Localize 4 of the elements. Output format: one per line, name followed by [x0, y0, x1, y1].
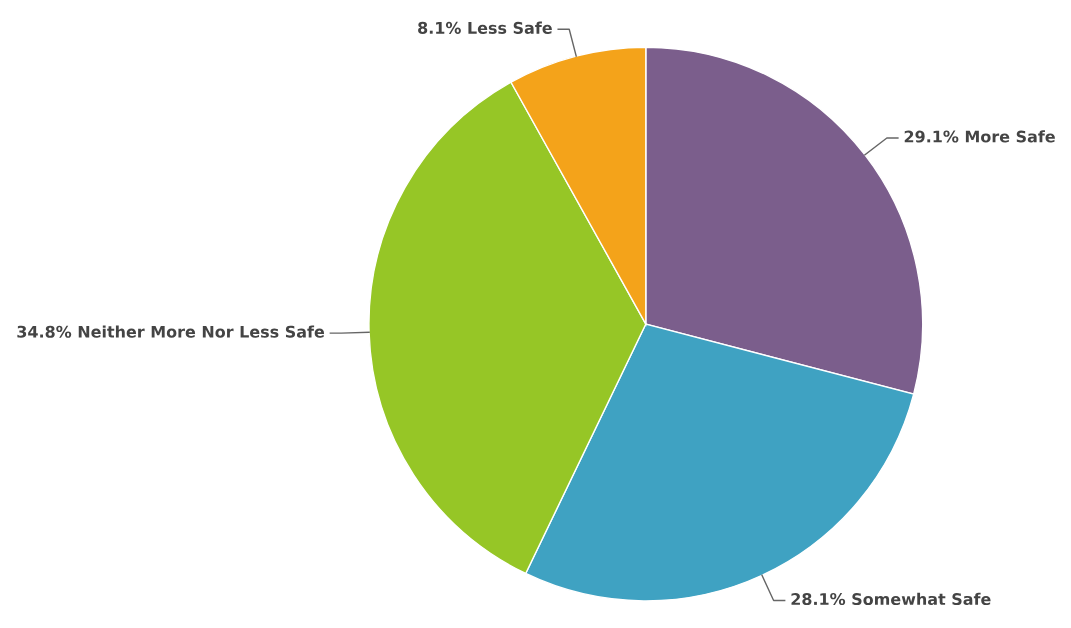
- slice-label: 29.1% More Safe: [904, 130, 1055, 143]
- slice-label: 8.1% Less Safe: [418, 21, 552, 34]
- slice-label: 28.1% Somewhat Safe: [791, 592, 991, 606]
- slice-label: 34.8% Neither More Nor Less Safe: [17, 325, 325, 338]
